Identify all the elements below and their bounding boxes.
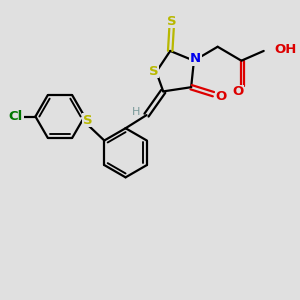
Text: H: H	[132, 107, 140, 117]
Text: OH: OH	[274, 43, 297, 56]
Text: O: O	[216, 90, 227, 103]
Text: S: S	[149, 65, 159, 78]
Text: O: O	[232, 85, 244, 98]
Text: S: S	[167, 15, 176, 28]
Text: S: S	[83, 114, 93, 127]
Text: Cl: Cl	[9, 110, 23, 123]
Text: N: N	[190, 52, 201, 65]
